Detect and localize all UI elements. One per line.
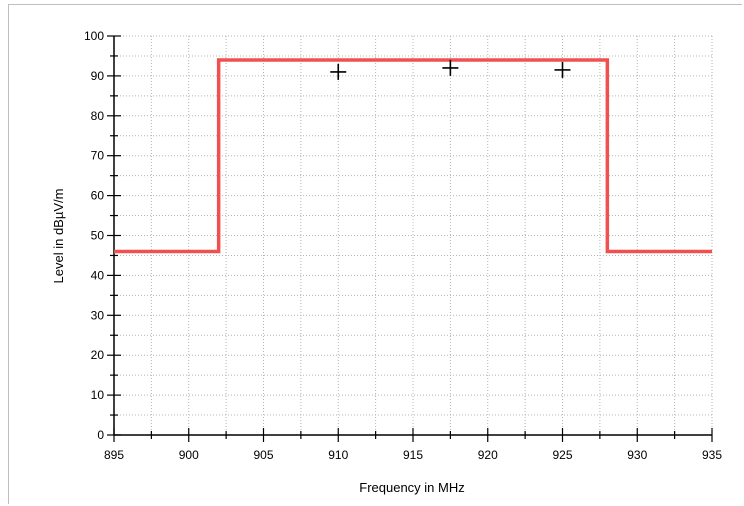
grid — [113, 35, 713, 436]
x-tick-label: 910 — [328, 448, 348, 462]
y-tick-label: 100 — [84, 29, 104, 43]
measurement-point — [554, 61, 571, 78]
axes: 0 10 20 30 40 50 60 70 80 90 100 895 900 905 910 915 920… — [84, 29, 722, 462]
y-tick-label: 80 — [91, 109, 105, 123]
x-tick-label: 925 — [552, 448, 572, 462]
y-tick-label: 40 — [91, 268, 105, 282]
x-tick-label: 915 — [403, 448, 423, 462]
y-tick-label: 10 — [91, 388, 105, 402]
x-axis-label: Frequency in MHz — [359, 480, 464, 495]
y-tick-label: 30 — [91, 308, 105, 322]
x-tick-label: 935 — [702, 448, 722, 462]
limit-line-layer — [114, 58, 712, 254]
measurement-point — [442, 59, 459, 76]
measurement-point — [330, 63, 347, 80]
chart-frame — [8, 4, 742, 504]
x-tick-label: 930 — [627, 448, 647, 462]
x-tick-label: 920 — [478, 448, 498, 462]
limit-line — [114, 58, 712, 254]
measurement-points-layer — [330, 59, 571, 80]
y-tick-label: 70 — [91, 149, 105, 163]
x-tick-label: 895 — [104, 448, 124, 462]
y-tick-label: 50 — [91, 229, 105, 243]
x-tick-label: 900 — [179, 448, 199, 462]
y-tick-label: 60 — [91, 189, 105, 203]
y-tick-label: 90 — [91, 69, 105, 83]
y-axis-label: Level in dBµV/m — [51, 189, 66, 284]
y-tick-label: 0 — [97, 428, 104, 442]
x-tick-label: 905 — [253, 448, 273, 462]
y-tick-label: 20 — [91, 348, 105, 362]
